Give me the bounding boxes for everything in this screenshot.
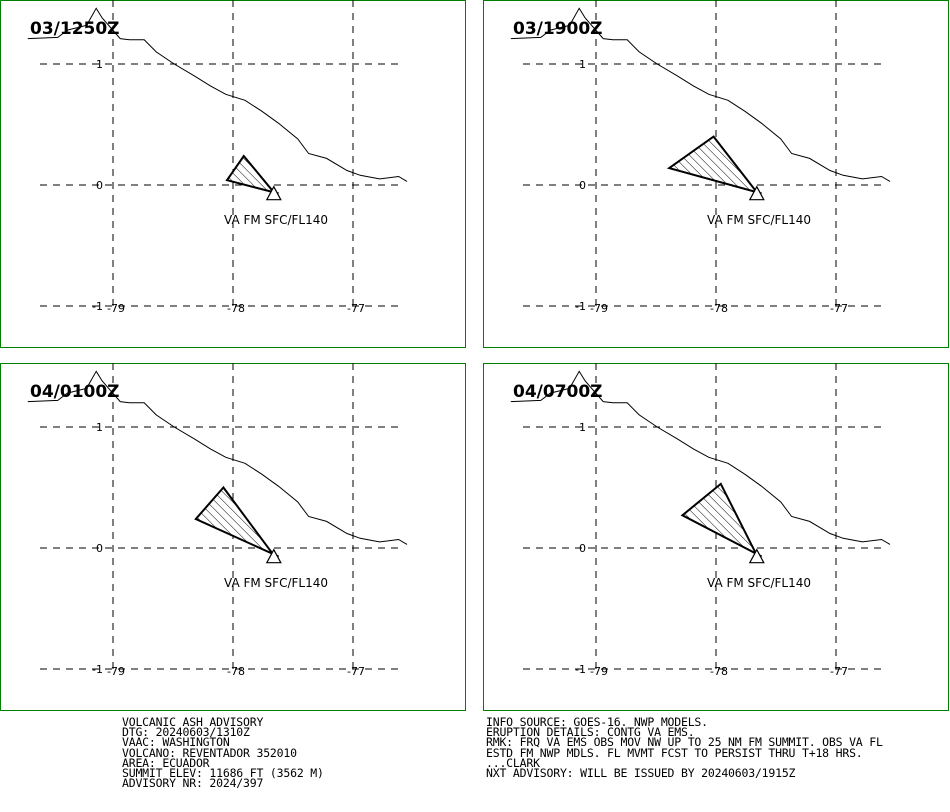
map-svg: 1 0 -1 -79 -78 -77 03/1900Z VA FM SFC/FL140	[483, 0, 949, 348]
ash-cloud-polygon	[680, 482, 763, 558]
advisory-line: NXT ADVISORY: WILL BE ISSUED BY 20240603…	[486, 765, 796, 780]
time-label: 03/1900Z	[513, 19, 603, 39]
lat-tick-label: -1	[575, 663, 586, 676]
ash-cloud-polygon	[666, 135, 762, 195]
lat-tick-label: 1	[96, 421, 103, 434]
lon-tick-label: -78	[710, 302, 728, 315]
map-svg: 1 0 -1 -79 -78 -77 03/1250Z VA FM SFC/FL140	[0, 0, 466, 348]
map-svg: 1 0 -1 -79 -78 -77 04/0100Z VA FM SFC/FL140	[0, 363, 466, 711]
cloud-label: VA FM SFC/FL140	[224, 576, 328, 590]
volcano-triangle-icon	[265, 548, 282, 564]
volcano-triangle-icon	[748, 185, 765, 201]
lon-tick-label: -77	[347, 665, 365, 678]
lon-tick-label: -77	[347, 302, 365, 315]
lon-tick-label: -79	[107, 665, 125, 678]
advisory-line: INFO SOURCE: GOES-16. NWP MODELS.	[486, 715, 708, 729]
time-label: 04/0100Z	[30, 382, 120, 402]
advisory-line: DTG: 20240603/1310Z	[122, 725, 250, 740]
time-label: 03/1250Z	[30, 19, 120, 39]
lon-tick-label: -79	[590, 302, 608, 315]
lon-tick-label: -77	[830, 302, 848, 315]
lat-tick-label: -1	[92, 300, 103, 313]
advisory-line: ESTD FM NWP MDLS. FL MVMT FCST TO PERSIS…	[486, 745, 863, 760]
coastline	[27, 7, 408, 182]
lon-tick-label: -78	[227, 302, 245, 315]
lon-tick-label: -78	[710, 665, 728, 678]
coastline	[27, 370, 408, 545]
lat-tick-label: 1	[96, 58, 103, 71]
map-panel-3: 1 0 -1 -79 -78 -77 04/0100Z VA FM SFC/FL140	[0, 363, 466, 711]
lat-tick-label: 0	[96, 542, 103, 555]
ash-cloud-polygon	[194, 485, 280, 558]
lat-tick-label: 1	[579, 58, 586, 71]
advisory-line: ERUPTION DETAILS: CONTG VA EMS.	[486, 725, 695, 740]
advisory-line: SUMMIT ELEV: 11686 FT (3562 M)	[122, 765, 324, 780]
advisory-line: RMK: FRQ VA EMS OBS MOV NW UP TO 25 NM F…	[486, 735, 883, 750]
lon-tick-label: -79	[590, 665, 608, 678]
lon-tick-label: -79	[107, 302, 125, 315]
map-panel-4: 1 0 -1 -79 -78 -77 04/0700Z VA FM SFC/FL140	[483, 363, 949, 711]
lon-tick-label: -78	[227, 665, 245, 678]
coastline	[510, 7, 891, 182]
coastline	[510, 370, 891, 545]
lat-tick-label: -1	[575, 300, 586, 313]
lat-tick-label: 0	[579, 179, 586, 192]
lon-tick-label: -77	[830, 665, 848, 678]
map-panel-1: 1 0 -1 -79 -78 -77 03/1250Z VA FM SFC/FL140	[0, 0, 466, 348]
lat-tick-label: 0	[96, 179, 103, 192]
lat-tick-label: -1	[92, 663, 103, 676]
cloud-label: VA FM SFC/FL140	[707, 576, 811, 590]
lat-tick-label: 1	[579, 421, 586, 434]
time-label: 04/0700Z	[513, 382, 603, 402]
advisory-line: VOLCANO: REVENTADOR 352010	[122, 745, 297, 760]
advisory-line: VOLCANIC ASH ADVISORY	[122, 715, 264, 729]
advisory-line: AREA: ECUADOR	[122, 755, 210, 770]
cloud-label: VA FM SFC/FL140	[224, 213, 328, 227]
advisory-left-block: VOLCANIC ASH ADVISORY DTG: 20240603/1310Z…	[122, 715, 324, 791]
map-panel-2: 1 0 -1 -79 -78 -77 03/1900Z VA FM SFC/FL140	[483, 0, 949, 348]
map-svg: 1 0 -1 -79 -78 -77 04/0700Z VA FM SFC/FL140	[483, 363, 949, 711]
cloud-label: VA FM SFC/FL140	[707, 213, 811, 227]
lat-tick-label: 0	[579, 542, 586, 555]
advisory-line: ADVISORY NR: 2024/397	[122, 776, 264, 791]
volcano-triangle-icon	[265, 185, 282, 201]
volcano-triangle-icon	[748, 548, 765, 564]
advisory-line: VAAC: WASHINGTON	[122, 735, 230, 750]
advisory-line: ...CLARK	[486, 755, 540, 770]
advisory-right-block: INFO SOURCE: GOES-16. NWP MODELS. ERUPTIO…	[486, 715, 883, 780]
ash-cloud-polygon	[225, 154, 279, 195]
